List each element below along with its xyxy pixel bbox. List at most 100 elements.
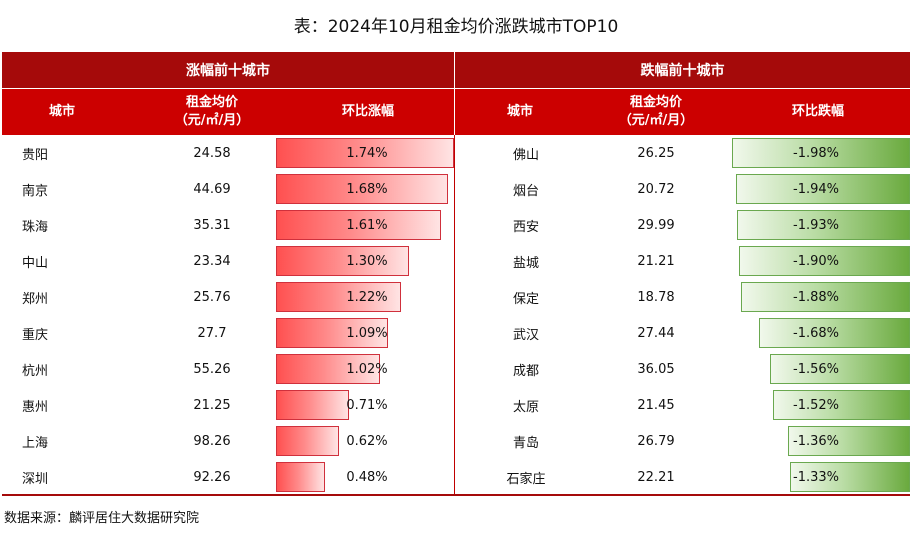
fall-change: -1.93%: [793, 217, 839, 233]
rise-change: 1.09%: [346, 325, 388, 341]
fall-city: 太原: [512, 399, 539, 415]
rise-rent: 44.69: [193, 181, 231, 197]
fall-rent: 21.21: [637, 253, 675, 269]
rise-bar: [276, 318, 388, 348]
fall-change: -1.88%: [793, 289, 839, 305]
rise-change: 1.68%: [346, 181, 388, 197]
fall-city: 成都: [512, 363, 539, 379]
rise-rent: 92.26: [193, 469, 231, 485]
fall-change: -1.94%: [793, 181, 839, 197]
fall-group-header: 跌幅前十城市: [455, 52, 910, 88]
fall-rent: 21.45: [637, 397, 675, 413]
rise-group-header: 涨幅前十城市: [2, 52, 454, 88]
rise-change: 1.22%: [346, 289, 388, 305]
fall-bar: [769, 354, 910, 384]
rise-bar: [276, 426, 340, 456]
fall-change: -1.36%: [793, 433, 839, 449]
fall-change: -1.90%: [793, 253, 839, 269]
table-row: 南京 44.69 1.68% 烟台 20.72 -1.94%: [2, 171, 910, 207]
fall-rent: 22.21: [637, 469, 675, 485]
fall-rent: 36.05: [637, 361, 675, 377]
fall-city: 佛山: [512, 147, 539, 163]
header-rise: 环比涨幅: [341, 104, 394, 119]
fall-bar: [735, 174, 910, 204]
table-row: 深圳 92.26 0.48% 石家庄 22.21 -1.33%: [2, 459, 910, 495]
rise-city: 南京: [22, 183, 49, 199]
header-city-right: 城市: [506, 104, 533, 119]
fall-change: -1.52%: [793, 397, 839, 413]
rise-city: 惠州: [22, 399, 49, 415]
header-rent-line1: 租金均价: [629, 95, 682, 110]
header-rent-line1: 租金均价: [185, 95, 238, 110]
rise-change: 1.30%: [346, 253, 388, 269]
rise-bar: [276, 210, 441, 240]
header-fall: 环比跌幅: [791, 104, 844, 119]
fall-rent: 26.79: [637, 433, 675, 449]
fall-rent: 26.25: [637, 145, 675, 161]
fall-change: -1.98%: [793, 145, 839, 161]
rise-change: 0.71%: [346, 397, 388, 413]
table-title: 表：2024年10月租金均价涨跌城市TOP10: [293, 17, 619, 37]
header-divider: [454, 52, 455, 135]
fall-city: 西安: [512, 219, 539, 235]
table-row: 珠海 35.31 1.61% 西安 29.99 -1.93%: [2, 207, 910, 243]
rise-city: 杭州: [22, 363, 49, 379]
header-rent-line2: （元/㎡/月）: [618, 113, 694, 128]
rise-change: 1.61%: [346, 217, 388, 233]
rise-city: 中山: [22, 255, 49, 271]
fall-city: 武汉: [512, 327, 539, 343]
table-row: 上海 98.26 0.62% 青岛 26.79 -1.36%: [2, 423, 910, 459]
rise-bar: [276, 390, 349, 420]
fall-rent: 18.78: [637, 289, 675, 305]
header-city-left: 城市: [48, 104, 75, 119]
fall-change: -1.56%: [793, 361, 839, 377]
column-header-row: 城市 租金均价 （元/㎡/月） 环比涨幅 城市 租金均价 （元/㎡/月） 环比跌…: [2, 89, 910, 135]
fall-change: -1.68%: [793, 325, 839, 341]
fall-rent: 29.99: [637, 217, 675, 233]
rise-city: 郑州: [22, 291, 49, 307]
header-rent-line2: （元/㎡/月）: [174, 113, 250, 128]
rise-bar: [276, 354, 381, 384]
fall-bar: [741, 282, 910, 312]
fall-bar: [732, 138, 910, 168]
fall-bar: [758, 318, 910, 348]
table-row: 贵阳 24.58 1.74% 佛山 26.25 -1.98%: [2, 135, 910, 171]
rise-change: 1.02%: [346, 361, 388, 377]
bottom-rule: [2, 494, 910, 496]
fall-bar: [787, 426, 910, 456]
fall-bar: [736, 210, 910, 240]
fall-city: 烟台: [512, 183, 539, 199]
table-row: 中山 23.34 1.30% 盐城 21.21 -1.90%: [2, 243, 910, 279]
fall-rent: 27.44: [637, 325, 675, 341]
body-divider: [454, 135, 455, 495]
fall-bar: [790, 462, 910, 492]
rise-rent: 27.7: [197, 325, 227, 341]
rise-bar: [276, 282, 401, 312]
table-row: 杭州 55.26 1.02% 成都 36.05 -1.56%: [2, 351, 910, 387]
fall-city: 盐城: [512, 255, 539, 271]
rise-city: 上海: [22, 435, 49, 451]
rise-change: 0.62%: [346, 433, 388, 449]
rise-bar: [276, 462, 326, 492]
rise-change: 1.74%: [346, 145, 388, 161]
fall-city: 保定: [512, 291, 539, 307]
fall-rent: 20.72: [637, 181, 675, 197]
header-rent-left: 租金均价 （元/㎡/月）: [142, 89, 282, 135]
rise-rent: 23.34: [193, 253, 231, 269]
rise-change: 0.48%: [346, 469, 388, 485]
fall-change: -1.33%: [793, 469, 839, 485]
fall-city: 青岛: [512, 435, 539, 451]
data-source-note: 数据来源：麟评居住大数据研究院: [4, 511, 200, 526]
rise-bar: [276, 174, 448, 204]
rise-rent: 35.31: [193, 217, 231, 233]
rise-city: 珠海: [22, 219, 49, 235]
rise-rent: 24.58: [193, 145, 231, 161]
table-row: 郑州 25.76 1.22% 保定 18.78 -1.88%: [2, 279, 910, 315]
rise-city: 重庆: [22, 327, 49, 343]
rise-city: 贵阳: [22, 147, 49, 163]
rise-rent: 21.25: [193, 397, 231, 413]
rise-rent: 55.26: [193, 361, 231, 377]
table-row: 重庆 27.7 1.09% 武汉 27.44 -1.68%: [2, 315, 910, 351]
rise-city: 深圳: [22, 471, 49, 487]
fall-bar: [739, 246, 910, 276]
